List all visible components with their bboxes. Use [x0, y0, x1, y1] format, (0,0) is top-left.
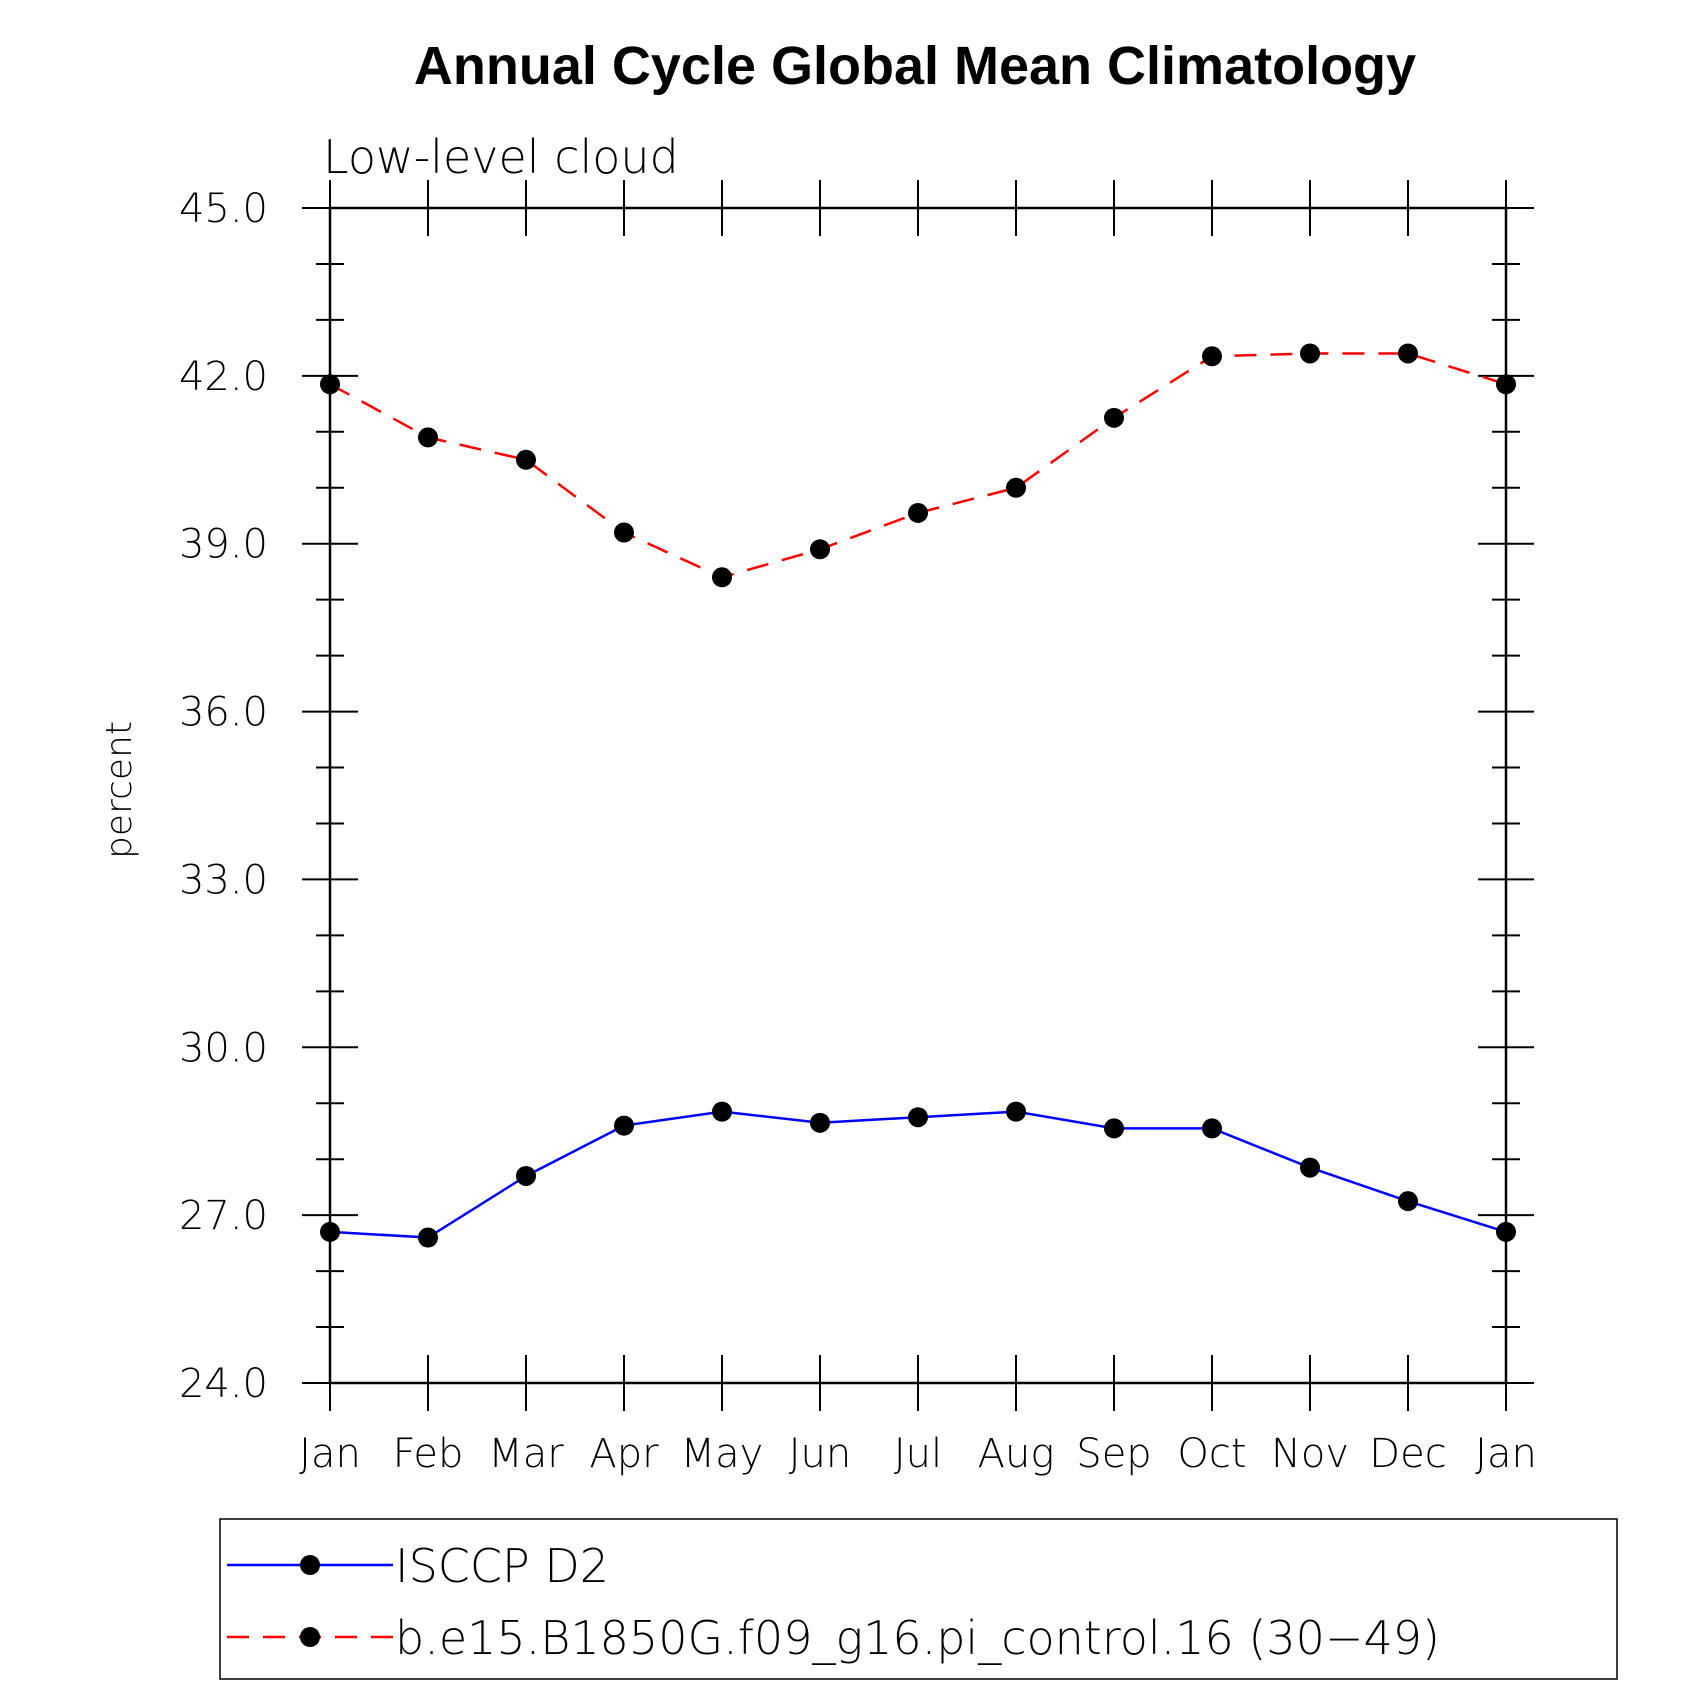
y-tick-label: 39.0: [179, 522, 268, 568]
y-tick-label: 30.0: [179, 1025, 268, 1071]
data-point-series-0: [1496, 1221, 1516, 1242]
x-tick-label: Aug: [978, 1431, 1055, 1477]
data-point-series-0: [1104, 1118, 1124, 1139]
series-line-1: [329, 352, 1507, 579]
plot-frame: [328, 206, 1508, 1385]
x-tick-label: Jan: [1475, 1431, 1537, 1477]
legend-label-isccp: ISCCP D2: [395, 1539, 609, 1593]
data-point-series-1: [1104, 407, 1124, 428]
data-point-series-1: [1300, 343, 1320, 364]
y-axis-label: percent: [99, 721, 140, 859]
data-point-series-0: [1300, 1157, 1320, 1178]
y-tick-label: 33.0: [179, 857, 268, 903]
series-line-0: [329, 1110, 1507, 1239]
y-tick-label: 45.0: [179, 186, 268, 232]
legend-box: [219, 1518, 1618, 1680]
chart-title: Annual Cycle Global Mean Climatology: [414, 36, 1416, 96]
x-tick-label: Jun: [789, 1431, 852, 1477]
x-tick-label: Mar: [488, 1431, 564, 1477]
y-tick-label: 24.0: [179, 1361, 268, 1407]
data-point-series-0: [1202, 1118, 1222, 1139]
data-point-series-0: [1398, 1191, 1418, 1212]
data-point-series-1: [418, 427, 438, 448]
legend: ISCCP D2 b.e15.B1850G.f09_g16.pi_control…: [219, 1518, 1618, 1680]
x-tick-label: Jan: [299, 1431, 361, 1477]
legend-marker-isccp: [300, 1555, 320, 1575]
chart-subtitle: Low-level cloud: [323, 130, 679, 184]
y-tick-labels: 24.0 27.0 30.0 33.0 36.0 39.0 42.0 45.0: [179, 186, 268, 1407]
x-tick-label: Feb: [393, 1431, 464, 1477]
data-point-series-0: [516, 1165, 536, 1186]
x-tick-label: Jul: [894, 1431, 942, 1477]
y-tick-label: 36.0: [179, 690, 268, 736]
data-point-series-1: [320, 374, 340, 395]
data-point-series-1: [810, 539, 830, 560]
axis-ticks: [302, 180, 1534, 1411]
data-point-series-0: [1006, 1101, 1026, 1122]
data-point-series-0: [908, 1107, 928, 1128]
data-point-series-1: [712, 567, 732, 588]
data-point-series-1: [908, 502, 928, 523]
data-point-series-0: [418, 1227, 438, 1248]
legend-label-model: b.e15.B1850G.f09_g16.pi_control.16 (30−4…: [395, 1611, 1440, 1665]
data-point-series-0: [614, 1115, 634, 1136]
series-layer: [320, 343, 1516, 1248]
data-point-series-1: [1398, 343, 1418, 364]
data-point-series-0: [320, 1221, 340, 1242]
x-tick-label: Sep: [1076, 1431, 1151, 1477]
x-tick-label: Nov: [1271, 1431, 1349, 1477]
x-tick-label: Apr: [589, 1431, 659, 1477]
legend-marker-model: [300, 1627, 320, 1647]
y-tick-label: 27.0: [179, 1193, 268, 1239]
x-tick-label: Oct: [1177, 1431, 1246, 1477]
data-point-series-1: [1006, 477, 1026, 498]
x-tick-label: May: [681, 1431, 764, 1477]
y-tick-label: 42.0: [179, 354, 268, 400]
data-point-series-1: [1496, 374, 1516, 395]
x-tick-labels: Jan Feb Mar Apr May Jun Jul Aug Sep Oct Nov Dec Jan: [299, 1431, 1537, 1477]
data-point-series-1: [1202, 346, 1222, 367]
data-point-series-1: [614, 522, 634, 543]
data-point-series-0: [712, 1101, 732, 1122]
data-point-series-0: [810, 1112, 830, 1133]
x-tick-label: Dec: [1369, 1431, 1446, 1477]
data-point-series-1: [516, 449, 536, 470]
